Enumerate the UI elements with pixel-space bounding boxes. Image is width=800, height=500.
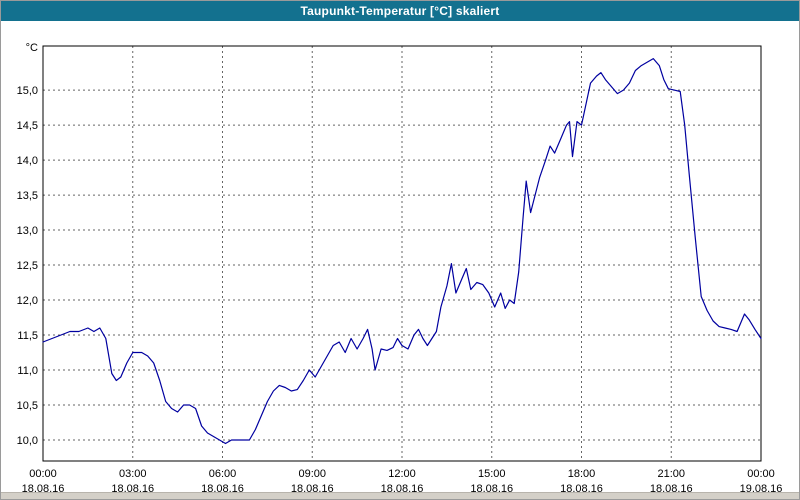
plot-area: [43, 46, 761, 461]
y-tick-label: 15,0: [17, 85, 38, 97]
y-tick-label: 10,0: [17, 435, 38, 447]
x-tick-time-label: 09:00: [298, 468, 326, 480]
chart-canvas: 15,0 14,5 14,0 13,5 13,0 12,5 12,0 11,5 11,0 10,5…: [17, 42, 783, 495]
x-tick-time-label: 03:00: [119, 468, 147, 480]
x-tick-time-label: 00:00: [29, 468, 57, 480]
x-tick-time-label: 15:00: [478, 468, 506, 480]
window-title-bar: Taupunkt-Temperatur [°C] skaliert: [1, 1, 799, 21]
y-axis-unit-label: °C: [26, 42, 38, 54]
x-tick-time-label: 12:00: [388, 468, 416, 480]
x-tick-time-label: 21:00: [657, 468, 685, 480]
y-tick-label: 12,5: [17, 260, 38, 272]
plot-frame: [42, 45, 762, 462]
bottom-scroll-strip: [1, 492, 799, 499]
x-tick-time-label: 00:00: [747, 468, 775, 480]
x-tick-time-label: 06:00: [209, 468, 237, 480]
y-tick-label: 13,5: [17, 190, 38, 202]
y-tick-label: 11,5: [17, 330, 38, 342]
chart-container: 15,0 14,5 14,0 13,5 13,0 12,5 12,0 11,5 11,0 10,5…: [1, 21, 799, 495]
y-tick-label: 13,0: [17, 225, 38, 237]
window-title: Taupunkt-Temperatur [°C] skaliert: [300, 4, 500, 18]
y-tick-label: 12,0: [17, 295, 38, 307]
y-tick-label: 14,5: [17, 120, 38, 132]
x-tick-time-label: 18:00: [568, 468, 596, 480]
y-tick-label: 10,5: [17, 400, 38, 412]
y-tick-label: 14,0: [17, 155, 38, 167]
temperature-line: [42, 57, 762, 445]
y-tick-label: 11,0: [17, 365, 38, 377]
